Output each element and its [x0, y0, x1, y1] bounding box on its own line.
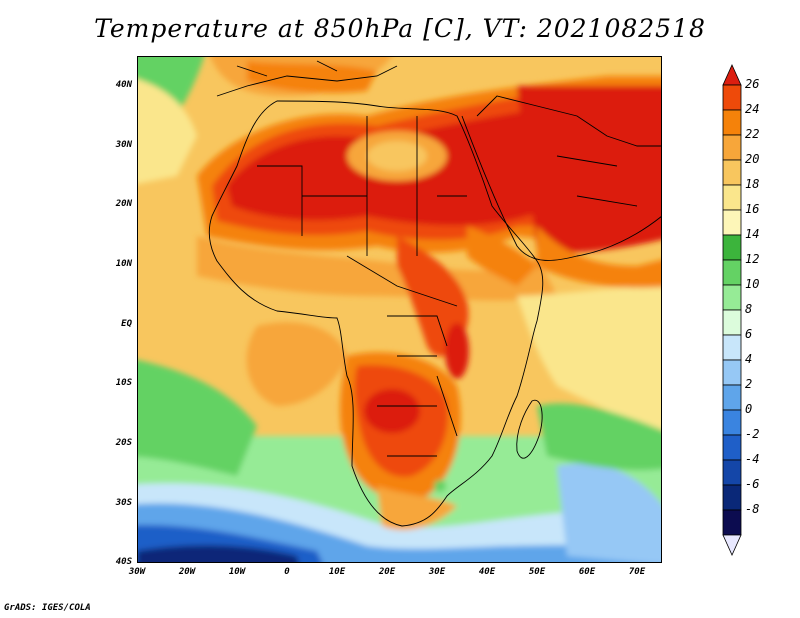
- colorbar-tick-label: 18: [745, 177, 760, 191]
- africa-coastline: [208, 100, 544, 527]
- colorbar-segment: [722, 159, 742, 186]
- lon-label: 30E: [428, 567, 446, 577]
- colorbar-segment: [722, 459, 742, 486]
- colorbar-bottom-triangle: [722, 534, 742, 556]
- colorbar-segment: [722, 384, 742, 411]
- colorbar-segment: [722, 234, 742, 261]
- colorbar-segment: [722, 184, 742, 211]
- colorbar-tick-label: 14: [745, 227, 760, 241]
- map-area: [137, 56, 662, 563]
- lat-label: 30S: [115, 498, 132, 508]
- lat-label: 40N: [115, 80, 132, 90]
- colorbar-segment: [722, 134, 742, 161]
- lat-label: 10S: [115, 378, 132, 388]
- colorbar-segment: [722, 434, 742, 461]
- colorbar-segment: [722, 334, 742, 361]
- colorbar-tick-label: 2: [745, 377, 753, 391]
- colorbar-tick-label: -4: [745, 452, 760, 466]
- colorbar-tick-label: 8: [745, 302, 753, 316]
- colorbar-tick-label: 16: [745, 202, 760, 216]
- lat-label: 20N: [115, 199, 132, 209]
- lat-label: 30N: [115, 140, 132, 150]
- colorbar-segment: [722, 209, 742, 236]
- lat-label: 10N: [115, 259, 132, 269]
- map-title: Temperature at 850hPa [C], VT: 202108251…: [94, 14, 706, 43]
- colorbar-tick-label: 10: [745, 277, 760, 291]
- colorbar-tick-label: -8: [745, 502, 760, 516]
- lon-label: 0: [284, 567, 290, 577]
- lon-label: 30W: [128, 567, 146, 577]
- lon-label: 60E: [578, 567, 596, 577]
- colorbar-tick-label: 12: [745, 252, 760, 266]
- colorbar-tick-label: -6: [745, 477, 760, 491]
- colorbar-segment: [722, 84, 742, 111]
- colorbar-segment: [722, 284, 742, 311]
- lat-label: 40S: [115, 557, 132, 567]
- colorbar-tick-label: 4: [745, 352, 753, 366]
- lon-label: 20W: [178, 567, 196, 577]
- colorbar-segment: [722, 359, 742, 386]
- colorbar-segment: [722, 259, 742, 286]
- lon-label: 10E: [328, 567, 346, 577]
- colorbar-segment: [722, 509, 742, 536]
- lon-label: 10W: [228, 567, 246, 577]
- colorbar: [722, 64, 742, 556]
- colorbar-segment: [722, 109, 742, 136]
- colorbar-tick-label: 6: [745, 327, 753, 341]
- credit-text: GrADS: IGES/COLA: [4, 603, 91, 613]
- colorbar-tick-label: 20: [745, 152, 760, 166]
- colorbar-tick-label: 24: [745, 102, 760, 116]
- colorbar-tick-label: 0: [745, 402, 753, 416]
- colorbar-tick-label: 22: [745, 127, 760, 141]
- lat-label: EQ: [121, 319, 132, 329]
- lon-label: 40E: [478, 567, 496, 577]
- colorbar-tick-label: -2: [745, 427, 760, 441]
- colorbar-segment: [722, 409, 742, 436]
- lon-label: 70E: [628, 567, 646, 577]
- lat-label: 20S: [115, 438, 132, 448]
- colorbar-top-triangle: [722, 64, 742, 86]
- madagascar: [516, 399, 543, 459]
- colorbar-segment: [722, 309, 742, 336]
- temperature-field: [137, 56, 662, 563]
- lon-label: 20E: [378, 567, 396, 577]
- colorbar-segment: [722, 484, 742, 511]
- arabia-coastline: [461, 115, 662, 261]
- lon-label: 50E: [528, 567, 546, 577]
- colorbar-tick-label: 26: [745, 77, 760, 91]
